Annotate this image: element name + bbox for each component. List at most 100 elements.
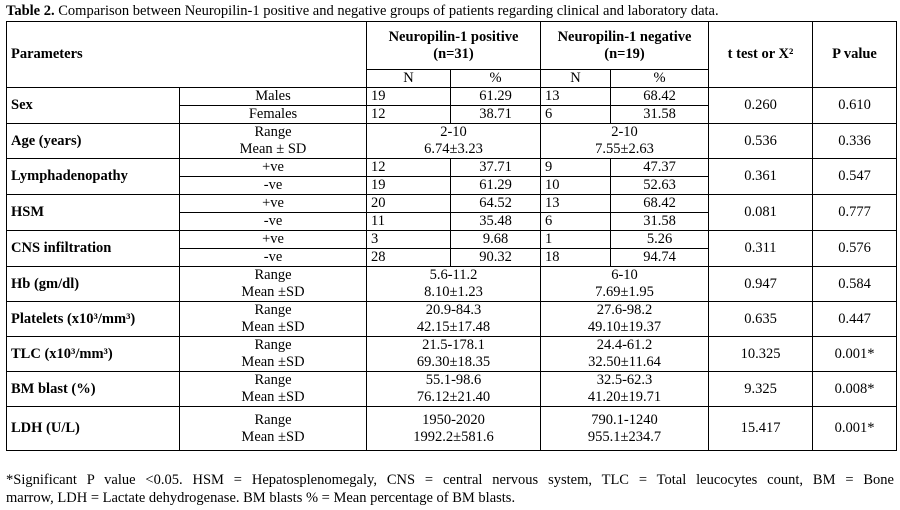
cell: 68.42 (609, 194, 710, 213)
sub-label: +ve (179, 230, 367, 249)
sub-label: Range Mean ±SD (179, 406, 367, 451)
table-row: Age (years) Range Mean ± SD 2-10 6.74±3.23… (6, 123, 898, 159)
cell-test: 0.536 (708, 123, 814, 159)
cell: 1 (540, 230, 611, 249)
cell: 31.58 (609, 212, 710, 231)
sub-label: -ve (179, 248, 367, 267)
cell: 6 (540, 212, 611, 231)
cell: 61.29 (450, 176, 541, 195)
cell-pvalue: 0.008* (812, 371, 898, 407)
header-parameters: Parameters (6, 21, 367, 88)
cell: 2-10 7.55±2.63 (539, 123, 710, 159)
cell: 55.1-98.6 76.12±21.40 (366, 371, 541, 407)
table-row: HSM +ve 20 64.52 13 68.42 0.081 0.777 (6, 194, 898, 231)
row-label: Platelets (x10³/mm³) (6, 301, 180, 337)
cell-pvalue: 0.584 (812, 266, 898, 302)
cell: 12 (366, 158, 451, 177)
cell-pvalue: 0.336 (812, 123, 898, 159)
table-row: Hb (gm/dl) Range Mean ±SD 5.6-11.2 8.10±1.… (6, 266, 898, 302)
cell: 13 (540, 87, 611, 106)
cell: 31.58 (609, 105, 710, 124)
row-label: Age (years) (6, 123, 180, 159)
cell-pvalue: 0.001* (812, 406, 898, 451)
row-label: TLC (x10³/mm³) (6, 336, 180, 372)
sub-label: Range Mean ±SD (179, 266, 367, 302)
cell-test: 0.260 (708, 87, 814, 124)
subheader-pos-pct: % (450, 69, 541, 88)
table-row: -ve 11 35.48 6 31.58 (7, 212, 897, 231)
row-label: Sex (6, 87, 180, 124)
cell: 2-10 6.74±3.23 (366, 123, 541, 159)
cell: 20 (366, 194, 451, 213)
cell-pvalue: 0.547 (812, 158, 898, 195)
cell: 90.32 (450, 248, 541, 267)
cell: 47.37 (609, 158, 710, 177)
cell: 28 (366, 248, 451, 267)
cell-pvalue: 0.576 (812, 230, 898, 267)
cell-test: 0.311 (708, 230, 814, 267)
table-caption-label: Table 2. (6, 3, 55, 19)
cell: 12 (366, 105, 451, 124)
cell-pvalue: 0.777 (812, 194, 898, 231)
subheader-neg-pct: % (609, 69, 710, 88)
header-test: t test or X² (708, 21, 814, 88)
table-row: Platelets (x10³/mm³) Range Mean ±SD 20.9-… (6, 301, 898, 337)
cell: 19 (366, 176, 451, 195)
cell-test: 0.947 (708, 266, 814, 302)
subheader-pos-n: N (366, 69, 451, 88)
cell: 10 (540, 176, 611, 195)
sub-label: +ve (179, 194, 367, 213)
cell: 21.5-178.1 69.30±18.35 (366, 336, 541, 372)
table-row: Lymphadenopathy +ve 12 37.71 9 47.37 0.3… (6, 158, 898, 195)
table-row: TLC (x10³/mm³) Range Mean ±SD 21.5-178.1 6… (6, 336, 898, 372)
cell: 1950-2020 1992.2±581.6 (366, 406, 541, 451)
cell: 3 (366, 230, 451, 249)
sub-label: Range Mean ±SD (179, 336, 367, 372)
row-label: Hb (gm/dl) (6, 266, 180, 302)
table-row: Females 12 38.71 6 31.58 (7, 105, 897, 124)
sub-label: Range Mean ±SD (179, 371, 367, 407)
row-label: BM blast (%) (6, 371, 180, 407)
table-row: CNS infiltration +ve 3 9.68 1 5.26 0.311… (6, 230, 898, 267)
footnote-line-1: *Significant P value <0.05. HSM = Hepato… (6, 472, 894, 488)
cell-test: 0.635 (708, 301, 814, 337)
cell: 18 (540, 248, 611, 267)
table-row: LDH (U/L) Range Mean ±SD 1950-2020 1992.2±… (6, 406, 898, 451)
cell-pvalue: 0.001* (812, 336, 898, 372)
sub-label: Males (179, 87, 367, 106)
cell: 5.6-11.2 8.10±1.23 (366, 266, 541, 302)
table-footnote: *Significant P value <0.05. HSM = Hepato… (6, 471, 894, 507)
cell: 37.71 (450, 158, 541, 177)
cell: 61.29 (450, 87, 541, 106)
sub-label: Range Mean ±SD (179, 301, 367, 337)
cell-test: 0.361 (708, 158, 814, 195)
cell-pvalue: 0.610 (812, 87, 898, 124)
table-row: BM blast (%) Range Mean ±SD 55.1-98.6 76.1… (6, 371, 898, 407)
cell: 68.42 (609, 87, 710, 106)
sub-label: Range Mean ± SD (179, 123, 367, 159)
cell: 6 (540, 105, 611, 124)
cell: 20.9-84.3 42.15±17.48 (366, 301, 541, 337)
subheader-neg-n: N (540, 69, 611, 88)
sub-label: -ve (179, 212, 367, 231)
cell: 27.6-98.2 49.10±19.37 (539, 301, 710, 337)
row-label: LDH (U/L) (6, 406, 180, 451)
row-label: Lymphadenopathy (6, 158, 180, 195)
cell-test: 0.081 (708, 194, 814, 231)
cell: 9 (540, 158, 611, 177)
cell: 38.71 (450, 105, 541, 124)
cell-test: 10.325 (708, 336, 814, 372)
subheader-row: N % N % (7, 69, 897, 88)
cell: 64.52 (450, 194, 541, 213)
cell-test: 15.417 (708, 406, 814, 451)
cell: 35.48 (450, 212, 541, 231)
table-row: Sex Males 19 61.29 13 68.42 0.260 0.610 (6, 87, 898, 124)
cell: 9.68 (450, 230, 541, 249)
table-caption-text: Comparison between Neuropilin-1 positive… (54, 3, 719, 19)
cell-test: 9.325 (708, 371, 814, 407)
row-label: HSM (6, 194, 180, 231)
header-positive-group: Neuropilin-1 positive (n=31) (366, 21, 541, 70)
cell: 790.1-1240 955.1±234.7 (539, 406, 710, 451)
footnote-line-2: marrow, LDH = Lactate dehydrogenase. BM … (6, 490, 516, 506)
cell: 24.4-61.2 32.50±11.64 (539, 336, 710, 372)
